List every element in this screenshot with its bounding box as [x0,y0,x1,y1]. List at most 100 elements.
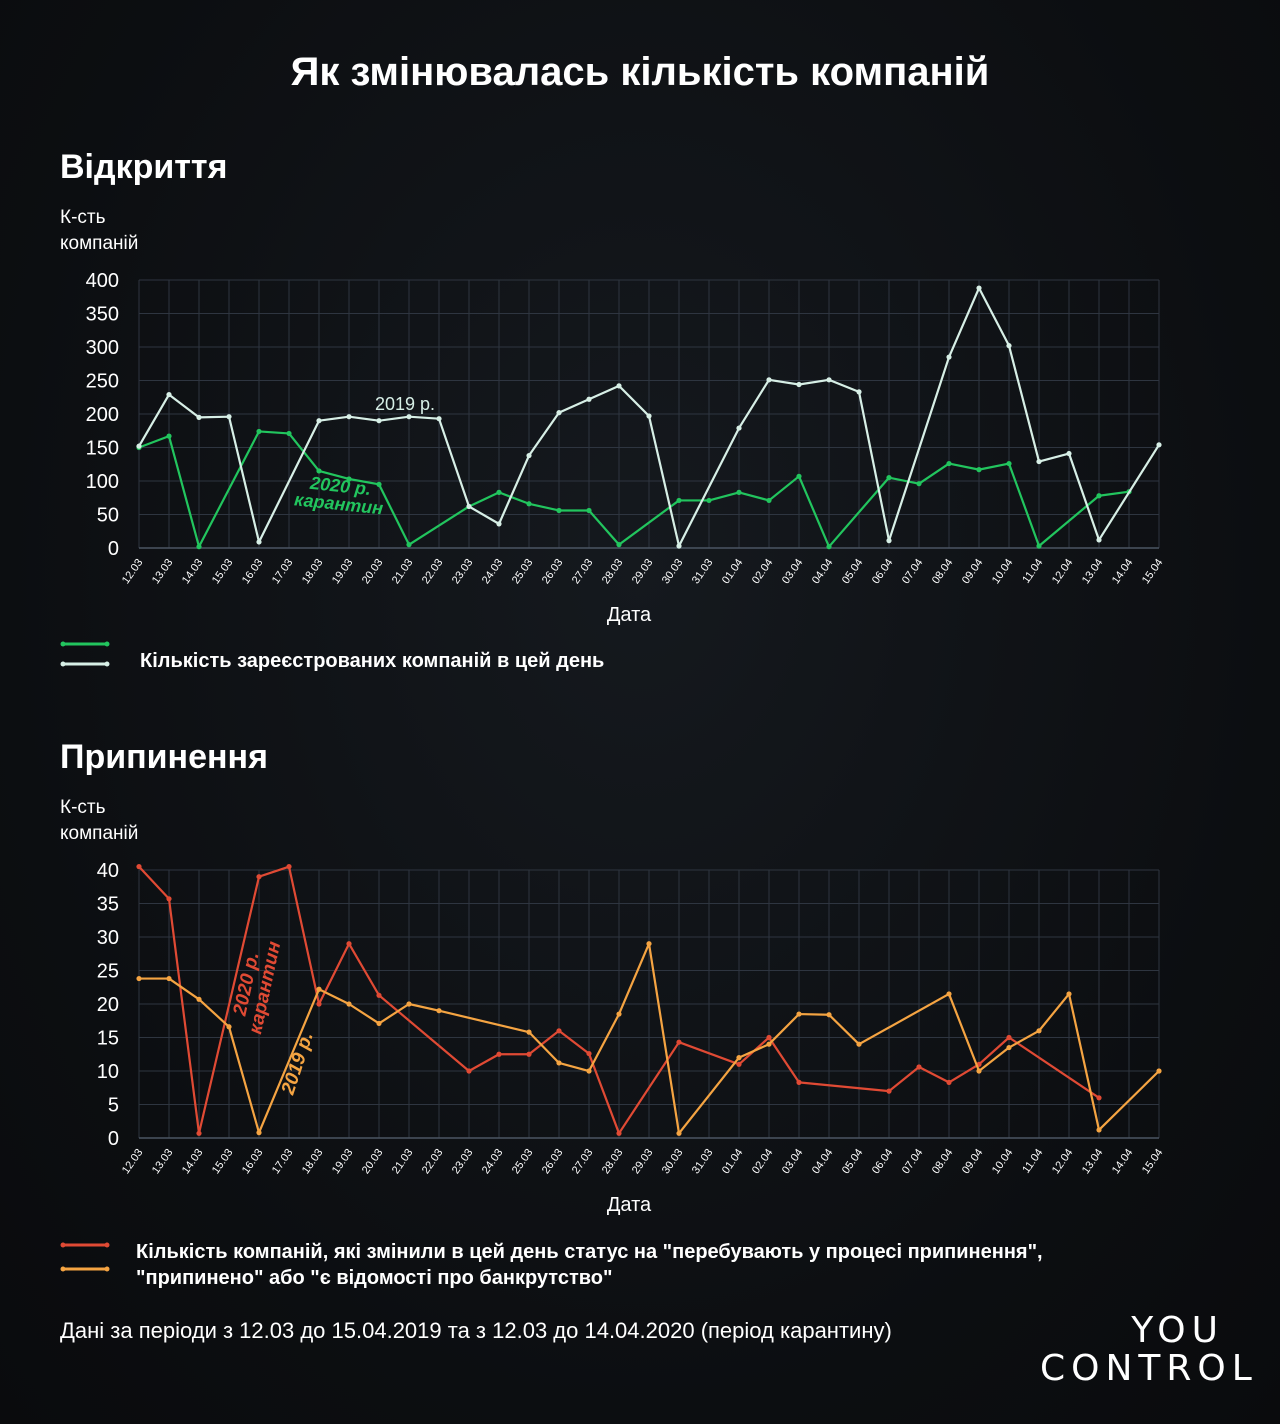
closed-x-axis-label: Дата [607,1194,652,1216]
closed-x-tick-label: 08.04 [930,1147,956,1176]
closed-point-s2019 [676,1130,682,1136]
opened-x-tick-label: 10.04 [990,557,1016,586]
opened-point-s2020 [706,497,712,504]
closed-x-tick-label: 26.03 [540,1147,566,1176]
opened-point-s2019 [946,354,952,360]
opened-y-tick-label: 200 [86,404,119,426]
opened-point-s2019 [616,383,622,389]
opened-point-s2019 [856,389,862,395]
closed-x-tick-label: 15.03 [210,1147,236,1176]
opened-point-s2019 [466,503,472,510]
opened-x-tick-label: 13.04 [1080,557,1106,586]
opened-y-tick-label: 300 [86,337,119,359]
closed-y-tick-label: 0 [108,1128,119,1150]
logo-line1: YOU [1131,1310,1224,1351]
closed-point-s2019 [136,975,142,982]
closed-x-tick-label: 22.03 [420,1147,446,1176]
opened-x-tick-label: 29.03 [630,557,656,586]
closed-y-tick-label: 20 [97,994,119,1016]
opened-y-tick-label: 250 [86,371,119,393]
opened-x-tick-label: 25.03 [510,557,536,586]
closed-point-s2020 [586,1050,592,1057]
closed-x-tick-label: 14.04 [1110,1147,1136,1176]
closed-x-tick-label: 03.04 [780,1147,806,1176]
closed-x-tick-label: 21.03 [390,1147,416,1176]
opened-x-tick-label: 14.04 [1110,557,1136,586]
opened-x-tick-label: 12.03 [120,557,146,586]
closed-legend-line1: Кількість компаній, які змінили в цей де… [136,1241,1043,1263]
opened-point-s2019 [556,410,562,416]
closed-point-s2020 [166,896,172,902]
closed-x-tick-label: 23.03 [450,1147,476,1176]
closed-chart: 0 5 10 15 20 25 30 35 40 12.03 13.03 14.03 15.03 16.0… [97,860,1166,1216]
closed-x-tick-label: 20.03 [360,1147,386,1176]
opened-x-tick-label: 22.03 [420,557,446,586]
youcontrol-logo: YOU CONTROL [1040,1310,1258,1389]
opened-x-tick-label: 08.04 [930,557,956,586]
closed-y-tick-label: 10 [97,1061,119,1083]
closed-y-axis-label-line2: компаній [60,823,139,844]
closed-point-s2019 [796,1011,802,1017]
closed-x-tick-label: 01.04 [720,1147,746,1176]
opened-point-s2020 [676,497,682,504]
opened-point-s2019 [316,418,322,424]
closed-point-s2020 [136,864,142,870]
opened-y-tick-label: 100 [86,471,119,493]
opened-x-tick-label: 26.03 [540,557,566,586]
closed-point-s2020 [376,992,382,998]
opened-x-tick-label: 07.04 [900,557,926,586]
closed-point-s2020 [286,864,292,870]
closed-point-s2020 [466,1068,472,1074]
closed-point-s2019 [376,1020,382,1027]
opened-x-tick-label: 14.03 [180,557,206,586]
opened-x-tick-label: 01.04 [720,557,746,586]
opened-point-s2019 [1096,537,1102,543]
closed-series-s2020 [136,864,1102,1136]
opened-point-s2019 [676,543,682,549]
logo-line2: CONTROL [1040,1348,1258,1389]
closed-point-s2019 [1096,1127,1102,1133]
closed-point-s2020 [886,1088,892,1094]
opened-x-tick-label: 02.04 [750,557,776,586]
closed-y-tick-label: 25 [97,961,119,983]
closed-point-s2019 [1006,1044,1012,1051]
closed-point-s2019 [826,1012,832,1018]
closed-point-s2019 [226,1024,232,1030]
opened-legend-line: Кількість зареєстрованих компаній в цей … [140,650,605,672]
opened-y-tick-label: 50 [97,505,119,527]
opened-point-s2020 [1096,493,1102,499]
opened-x-tick-label: 17.03 [270,557,296,586]
closed-x-tick-label: 10.04 [990,1147,1016,1176]
closed-point-s2020 [616,1130,622,1136]
opened-x-tick-label: 27.03 [570,557,596,586]
opened-y-tick-label: 0 [108,538,119,560]
closed-x-tick-label: 07.04 [900,1147,926,1176]
closed-point-s2020 [766,1034,772,1041]
opened-point-s2020 [556,507,562,514]
opened-x-tick-label: 09.04 [960,557,986,586]
opened-x-tick-label: 30.03 [660,557,686,586]
closed-point-s2019 [316,986,322,992]
opened-x-axis-label: Дата [607,604,652,626]
closed-point-s2020 [1006,1034,1012,1041]
closed-x-tick-label: 12.03 [120,1147,146,1176]
opened-x-tick-label: 23.03 [450,557,476,586]
opened-point-s2020 [316,468,322,474]
closed-x-tick-label: 18.03 [300,1147,326,1176]
opened-series-label-s2020: 2020 р.карантин [293,471,386,518]
opened-point-s2020 [256,428,262,435]
opened-point-s2019 [376,418,382,424]
closed-point-s2019 [736,1055,742,1061]
closed-section-title: Припинення [60,738,268,776]
opened-x-tick-label: 15.03 [210,557,236,586]
opened-x-tick-label: 05.04 [840,557,866,586]
opened-x-tick-label: 15.04 [1140,557,1166,586]
closed-legend-swatches [60,1242,110,1272]
opened-point-s2020 [586,507,592,514]
closed-x-tick-label: 27.03 [570,1147,596,1176]
closed-point-s2019 [976,1068,982,1074]
opened-point-s2019 [196,414,202,420]
opened-point-s2020 [796,473,802,479]
closed-point-s2020 [316,1001,322,1007]
closed-x-tick-label: 14.03 [180,1147,206,1176]
